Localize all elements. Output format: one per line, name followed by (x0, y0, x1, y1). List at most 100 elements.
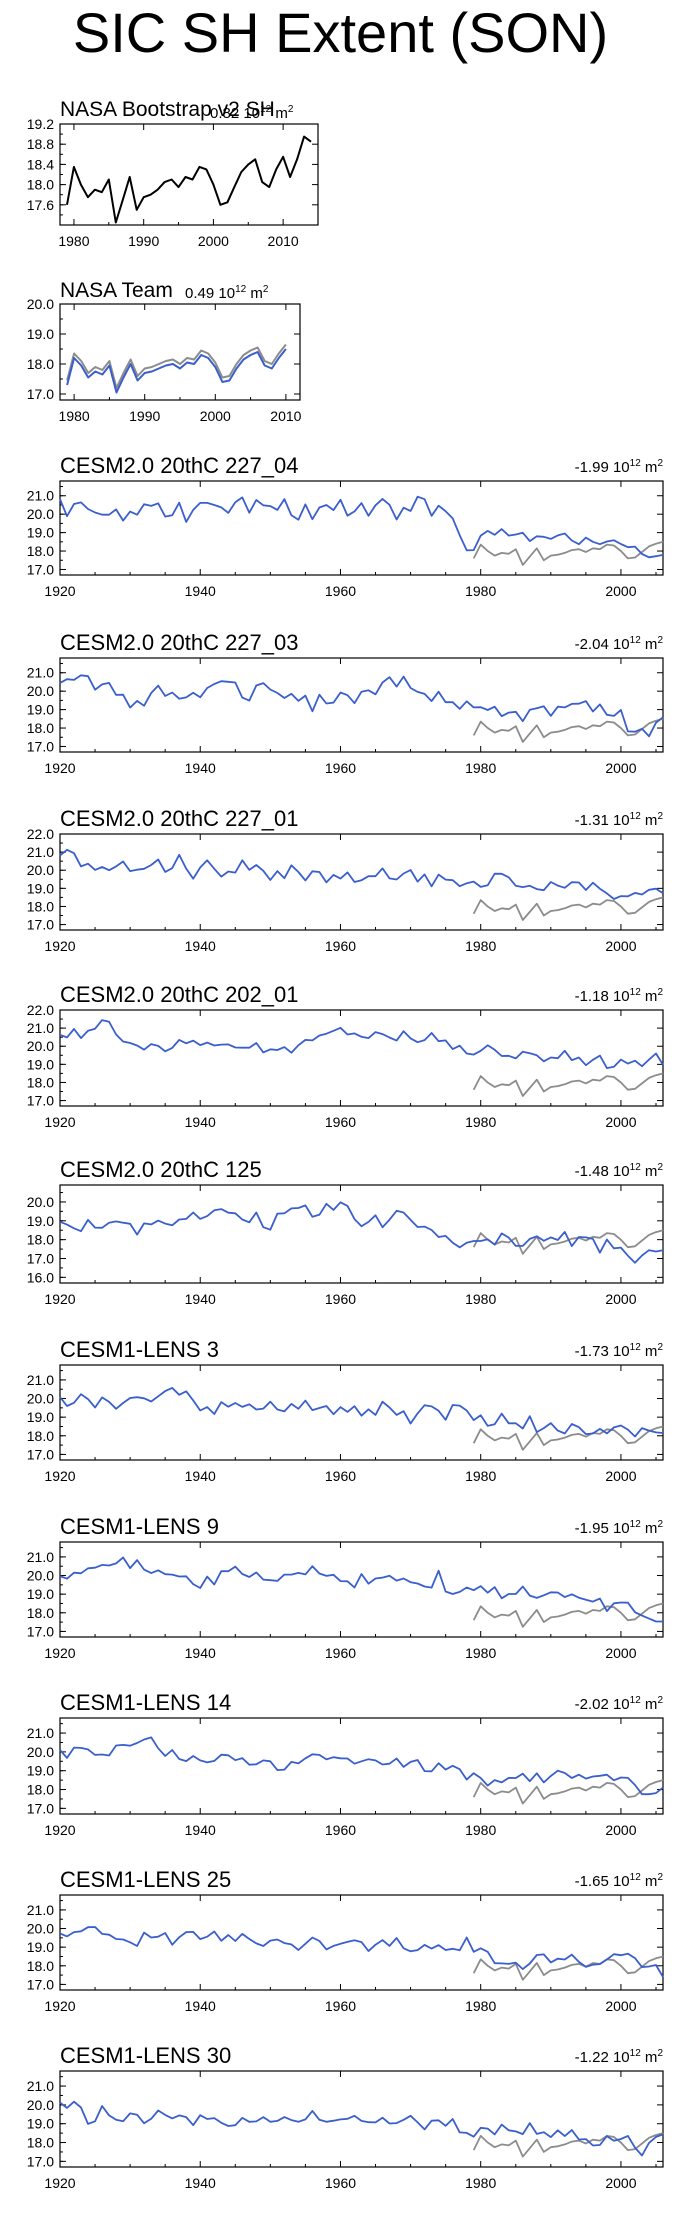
annotation-unit-base: 10 (613, 1873, 630, 1890)
annotation-unit-exp: 12 (630, 1695, 642, 1706)
y-tick-label: 20.0 (27, 1744, 54, 1760)
x-tick-label: 2010 (268, 233, 299, 249)
chart-panel-lens-9: CESM1-LENS 9 -1.95 1012 m2 17.0 18.0 19.0 20.… (27, 1514, 664, 1661)
x-tick-label: 1940 (185, 583, 216, 599)
panel-title: CESM1-LENS 14 (60, 1690, 231, 1715)
series-line-nasa-bootstrap-v2 (472, 1955, 664, 1981)
panel-title: CESM2.0 20thC 227_01 (60, 806, 299, 831)
trend-annotation: -2.02 1012 m2 (575, 1695, 664, 1713)
x-tick-label: 1920 (44, 1468, 75, 1484)
panel-title: CESM2.0 20thC 227_04 (60, 453, 299, 478)
x-tick-label: 1960 (325, 1468, 356, 1484)
y-tick-label: 21.0 (27, 1725, 54, 1741)
y-tick-label: 18.0 (27, 1232, 54, 1248)
y-tick-label: 20.0 (27, 1391, 54, 1407)
annotation-unit-base: 10 (613, 1163, 630, 1180)
y-tick-label: 17.0 (27, 738, 54, 754)
x-tick-label: 2000 (605, 1998, 636, 2014)
y-tick-label: 17.0 (27, 1093, 54, 1109)
annotation-unit: m (641, 2049, 658, 2066)
series-line-cesm1-lens-14 (59, 1736, 664, 1796)
x-tick-label: 2000 (198, 233, 229, 249)
y-tick-label: 18.0 (27, 720, 54, 736)
annotation-unit-exp: 12 (630, 811, 642, 822)
x-tick-label: 1980 (465, 2175, 496, 2191)
x-tick-label: 1940 (185, 1645, 216, 1661)
y-tick-label: 19.0 (27, 326, 54, 342)
series-line-cesm1-lens-30 (59, 2100, 664, 2157)
annotation-unit-base: 10 (613, 459, 630, 476)
annotation-unit-pow: 2 (657, 1872, 663, 1883)
y-tick-label: 21.0 (27, 1902, 54, 1918)
y-tick-label: 18.4 (27, 156, 54, 172)
x-tick-label: 2000 (605, 1822, 636, 1838)
annotation-unit-exp: 12 (630, 635, 642, 646)
annotation-unit: m (641, 988, 658, 1005)
x-tick-label: 2000 (200, 408, 231, 424)
y-tick-label: 19.0 (27, 1939, 54, 1955)
plot-frame (59, 480, 664, 576)
annotation-unit-exp: 12 (630, 1342, 642, 1353)
annotation-unit: m (641, 1163, 658, 1180)
annotation-unit-exp: 12 (260, 104, 272, 115)
x-tick-label: 1920 (44, 1291, 75, 1307)
annotation-unit-base: 10 (613, 1520, 630, 1537)
panel-title: CESM1-LENS 25 (60, 1867, 231, 1892)
annotation-unit-exp: 12 (630, 458, 642, 469)
y-tick-label: 17.0 (27, 386, 54, 402)
y-tick-label: 19.0 (27, 1409, 54, 1425)
y-tick-label: 18.0 (27, 1958, 54, 1974)
y-tick-label: 18.8 (27, 136, 54, 152)
annotation-unit-exp: 12 (235, 284, 247, 295)
x-tick-label: 1960 (325, 2175, 356, 2191)
chart-panel-cesm2-202-01: CESM2.0 20thC 202_01 -1.18 1012 m2 17.0 18.… (27, 982, 664, 1130)
y-tick-label: 19.0 (27, 1056, 54, 1072)
x-tick-label: 1980 (465, 583, 496, 599)
x-tick-label: 1960 (325, 1291, 356, 1307)
y-tick-label: 19.2 (27, 116, 54, 132)
y-tick-label: 19.0 (27, 1586, 54, 1602)
series-line-nasa-team (66, 348, 287, 394)
x-tick-label: 1920 (44, 938, 75, 954)
plot-frame (59, 1894, 664, 1991)
panel-title: CESM2.0 20thC 202_01 (60, 982, 299, 1007)
annotation-value: -1.65 (575, 1873, 613, 1890)
x-tick-label: 1960 (325, 583, 356, 599)
trend-annotation: -1.95 1012 m2 (575, 1519, 664, 1537)
series-line-cesm2-0-20thc-125 (59, 1201, 664, 1264)
y-tick-label: 21.0 (27, 2078, 54, 2094)
x-tick-label: 1980 (465, 1114, 496, 1130)
chart-panel-bootstrap: NASA Bootstrap v2 SH0.82 1012 m2 17.6 18.0… (27, 98, 319, 249)
y-tick-label: 17.0 (27, 1976, 54, 1992)
series-line-cesm2-0-20thc-227-03 (59, 674, 664, 738)
x-tick-label: 1920 (44, 583, 75, 599)
annotation-unit-exp: 12 (630, 1872, 642, 1883)
annotation-unit-base: 10 (613, 988, 630, 1005)
chart-panel-cesm2-227-03: CESM2.0 20thC 227_03 -2.04 1012 m2 17.0 18.… (27, 630, 664, 776)
trend-annotation: -1.18 1012 m2 (575, 987, 664, 1005)
y-tick-label: 21.0 (27, 1372, 54, 1388)
annotation-unit-base: 10 (613, 2049, 630, 2066)
annotation-value: -1.73 (575, 1343, 613, 1360)
series-line-nasa-bootstrap-v2 (472, 1072, 664, 1097)
plot-frame (59, 303, 301, 401)
plot-frame (59, 123, 319, 226)
x-tick-label: 1940 (185, 1998, 216, 2014)
y-tick-label: 21.0 (27, 1549, 54, 1565)
y-tick-label: 18.0 (27, 1074, 54, 1090)
x-tick-label: 1980 (465, 1998, 496, 2014)
annotation-unit: m (246, 285, 263, 302)
y-tick-label: 20.0 (27, 296, 54, 312)
series-line-nasa-bootstrap-v2 (472, 540, 664, 566)
x-tick-label: 1980 (465, 1645, 496, 1661)
annotation-value: -1.22 (575, 2049, 613, 2066)
annotation-value: -1.95 (575, 1520, 613, 1537)
y-tick-label: 19.0 (27, 1763, 54, 1779)
series-line-nasa-bootstrap-v2 (472, 1779, 664, 1805)
y-tick-label: 19.0 (27, 880, 54, 896)
plot-frame (59, 1541, 664, 1638)
x-tick-label: 1960 (325, 1998, 356, 2014)
y-tick-label: 18.0 (27, 2135, 54, 2151)
plot-frame (59, 1009, 664, 1107)
annotation-unit: m (641, 1343, 658, 1360)
